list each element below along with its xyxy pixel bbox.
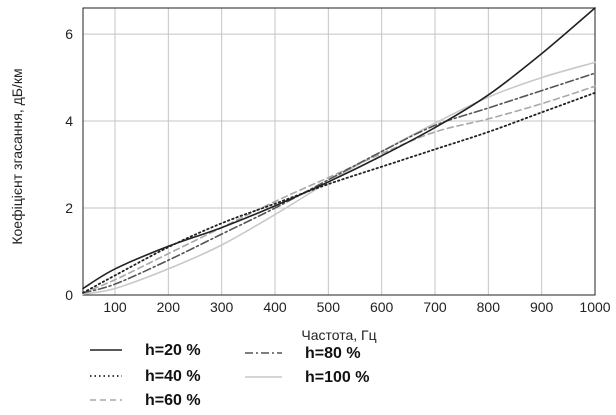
series-line-4 <box>82 72 596 294</box>
y-tick-label: 2 <box>65 200 73 216</box>
y-tick-label: 0 <box>65 287 73 303</box>
y-tick-label: 6 <box>65 26 73 42</box>
y-tick-label: 4 <box>65 113 73 129</box>
x-tick-label: 1000 <box>579 299 610 315</box>
y-axis-label: Коефіцієнт згасання, дБ/км <box>9 68 25 244</box>
x-tick-label: 500 <box>317 299 341 315</box>
tick-labels: 100 200 300 400 500 600 700 800 900 1000 0 2 4 6 <box>65 26 611 315</box>
series-lines <box>82 7 596 295</box>
series-line-3 <box>82 85 596 294</box>
series-line-5 <box>82 61 596 295</box>
x-tick-label: 400 <box>263 299 287 315</box>
x-tick-label: 200 <box>157 299 181 315</box>
x-tick-label: 300 <box>210 299 234 315</box>
legend-label-1: h=20 % <box>145 342 201 359</box>
x-tick-label: 100 <box>103 299 127 315</box>
legend: h=20 % h=40 % h=60 % h=80 % h=100 % <box>90 342 369 409</box>
legend-label-2: h=40 % <box>145 368 201 385</box>
x-tick-label: 700 <box>423 299 447 315</box>
x-tick-label: 600 <box>370 299 394 315</box>
legend-label-4: h=80 % <box>305 345 361 362</box>
legend-label-5: h=100 % <box>305 369 369 386</box>
plot-frame <box>82 7 596 296</box>
legend-label-3: h=60 % <box>145 392 201 409</box>
series-line-2 <box>82 91 596 294</box>
series-line-1 <box>82 7 596 290</box>
x-tick-label: 900 <box>530 299 554 315</box>
x-axis-label: Частота, Гц <box>301 327 376 343</box>
x-tick-label: 800 <box>477 299 501 315</box>
